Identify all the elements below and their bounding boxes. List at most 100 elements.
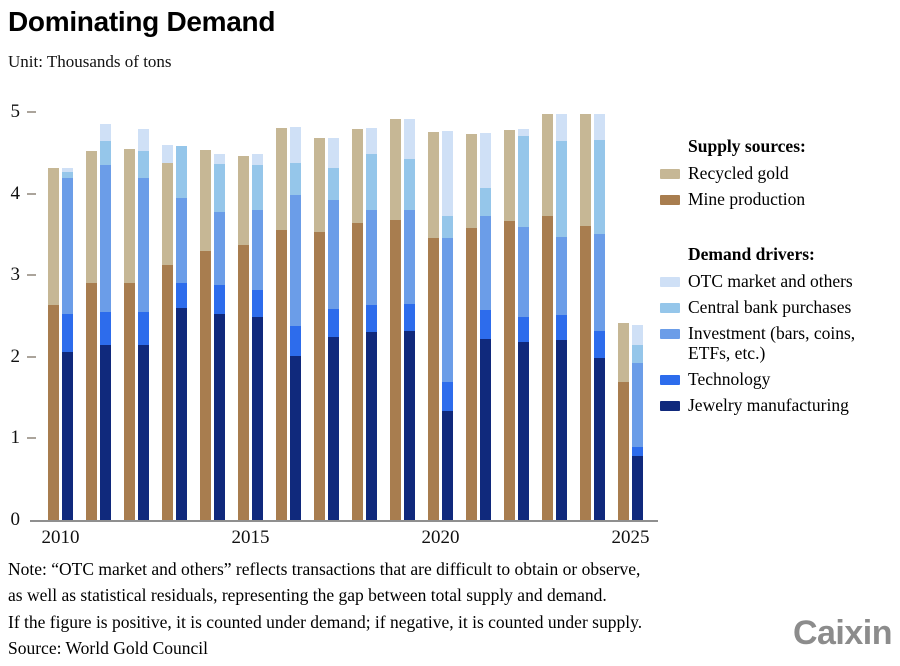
bar-demand-2018-central-bank-purchases [366, 154, 377, 210]
bar-supply-2024-mine-production [580, 226, 591, 520]
bar-demand-2014-investment-bars-coins-etfs-etc [214, 211, 225, 285]
bar-demand-2011-investment-bars-coins-etfs-etc [100, 165, 111, 312]
bar-demand-2014-technology [214, 284, 225, 314]
bar-demand-2015-investment-bars-coins-etfs-etc [252, 209, 263, 290]
y-tick-mark-2 [27, 355, 36, 358]
bar-demand-2015-central-bank-purchases [252, 165, 263, 210]
note-line-2: as well as statistical residuals, repres… [8, 585, 607, 606]
x-tick-label-2015: 2015 [231, 527, 270, 548]
bar-demand-2022-technology [518, 316, 529, 343]
bar-demand-2019-otc-market-and-others [404, 119, 415, 160]
legend-label-central_bank: Central bank purchases [688, 297, 852, 317]
bar-supply-2010-recycled-gold [48, 168, 59, 305]
bar-demand-2018-otc-market-and-others [366, 127, 377, 155]
bar-supply-2014-mine-production [200, 250, 211, 520]
legend-swatch-jewelry [660, 401, 680, 411]
bar-demand-2013-central-bank-purchases [176, 146, 187, 198]
y-tick-label-2: 2 [10, 345, 21, 367]
legend-item-central_bank: Central bank purchases [660, 297, 892, 317]
bar-supply-2011-recycled-gold [86, 151, 97, 284]
legend-header-supply: Supply sources: [688, 136, 806, 156]
bar-demand-2018-investment-bars-coins-etfs-etc [366, 209, 377, 306]
bar-demand-2023-technology [556, 315, 567, 341]
bar-supply-2012-mine-production [124, 282, 135, 520]
legend-header-demand: Demand drivers: [688, 244, 815, 264]
bar-supply-2024-recycled-gold [580, 114, 591, 227]
bar-demand-2010-investment-bars-coins-etfs-etc [62, 178, 73, 314]
y-tick-label-1: 1 [10, 427, 21, 449]
note-line-3: If the figure is positive, it is counted… [8, 611, 643, 632]
bar-demand-2017-central-bank-purchases [328, 168, 339, 201]
bar-demand-2020-jewelry-manufacturing [442, 410, 453, 520]
bar-demand-2025-investment-bars-coins-etfs-etc [632, 363, 643, 447]
caixin-logo: Caixin [792, 614, 893, 652]
bar-demand-2022-otc-market-and-others [518, 129, 529, 136]
bar-supply-2021-recycled-gold [466, 134, 477, 228]
bar-demand-2012-jewelry-manufacturing [138, 345, 149, 520]
bar-demand-2010-jewelry-manufacturing [62, 351, 73, 520]
bar-demand-2020-central-bank-purchases [442, 216, 453, 239]
bar-supply-2018-mine-production [352, 222, 363, 520]
bar-demand-2019-investment-bars-coins-etfs-etc [404, 209, 415, 304]
bar-supply-2020-mine-production [428, 238, 439, 520]
bar-demand-2019-jewelry-manufacturing [404, 330, 415, 520]
bar-demand-2021-otc-market-and-others [480, 133, 491, 188]
bar-supply-2018-recycled-gold [352, 129, 363, 223]
unit-label: Unit: Thousands of tons [8, 52, 172, 71]
bar-demand-2019-central-bank-purchases [404, 159, 415, 210]
legend-item-technology: Technology [660, 369, 892, 389]
bar-demand-2013-jewelry-manufacturing [176, 307, 187, 520]
legend-item-jewelry: Jewelry manufacturing [660, 395, 892, 415]
note: Note: “OTC market and others” reflects t… [8, 556, 642, 661]
bar-demand-2010-otc-market-and-others [62, 168, 73, 172]
legend-spacer [660, 215, 892, 244]
bar-supply-2016-mine-production [276, 230, 287, 520]
bar-demand-2021-central-bank-purchases [480, 187, 491, 217]
bar-demand-2010-technology [62, 313, 73, 352]
legend-swatch-central_bank [660, 303, 680, 313]
bar-supply-2015-mine-production [238, 245, 249, 520]
bar-demand-2024-central-bank-purchases [594, 139, 605, 234]
bar-supply-2017-recycled-gold [314, 138, 325, 232]
bar-demand-2020-investment-bars-coins-etfs-etc [442, 238, 453, 383]
bar-demand-2016-technology [290, 325, 301, 356]
legend-label-recycled: Recycled gold [688, 163, 789, 183]
bar-demand-2016-investment-bars-coins-etfs-etc [290, 195, 301, 326]
y-tick-mark-4 [27, 192, 36, 195]
bar-demand-2012-otc-market-and-others [138, 129, 149, 152]
bar-demand-2020-otc-market-and-others [442, 130, 453, 217]
legend-swatch-technology [660, 375, 680, 385]
bar-supply-2017-mine-production [314, 231, 325, 520]
bar-demand-2024-investment-bars-coins-etfs-etc [594, 233, 605, 331]
bar-supply-2013-otc-market-and-others-negative-counted-under-supply [162, 144, 173, 164]
bar-demand-2014-otc-market-and-others [214, 154, 225, 165]
bar-demand-2015-jewelry-manufacturing [252, 316, 263, 520]
bar-demand-2023-investment-bars-coins-etfs-etc [556, 236, 567, 316]
bar-demand-2018-jewelry-manufacturing [366, 332, 377, 520]
bar-demand-2016-otc-market-and-others [290, 126, 301, 164]
bar-demand-2015-technology [252, 289, 263, 317]
bar-demand-2014-jewelry-manufacturing [214, 313, 225, 520]
bar-demand-2012-technology [138, 311, 149, 346]
bar-demand-2015-otc-market-and-others [252, 154, 263, 166]
bar-supply-2013-mine-production [162, 265, 173, 520]
bar-supply-2015-recycled-gold [238, 156, 249, 245]
bar-demand-2011-jewelry-manufacturing [100, 344, 111, 520]
legend-label-mine: Mine production [688, 189, 806, 209]
note-line-1: Note: “OTC market and others” reflects t… [8, 559, 641, 579]
legend-item-otc: OTC market and others [660, 271, 892, 291]
bar-demand-2016-jewelry-manufacturing [290, 355, 301, 520]
bar-supply-2020-recycled-gold [428, 132, 439, 239]
bar-demand-2014-central-bank-purchases [214, 164, 225, 212]
legend-item-mine: Mine production [660, 189, 892, 209]
bar-supply-2023-recycled-gold [542, 114, 553, 217]
x-tick-label-2010: 2010 [41, 527, 80, 548]
bar-demand-2024-jewelry-manufacturing [594, 357, 605, 520]
bar-demand-2022-investment-bars-coins-etfs-etc [518, 227, 529, 317]
bar-demand-2025-technology [632, 446, 643, 457]
bar-supply-2022-recycled-gold [504, 129, 515, 222]
bar-demand-2017-jewelry-manufacturing [328, 337, 339, 520]
legend-swatch-recycled [660, 169, 680, 179]
y-tick-label-0: 0 [10, 509, 21, 530]
bar-demand-2011-central-bank-purchases [100, 140, 111, 166]
